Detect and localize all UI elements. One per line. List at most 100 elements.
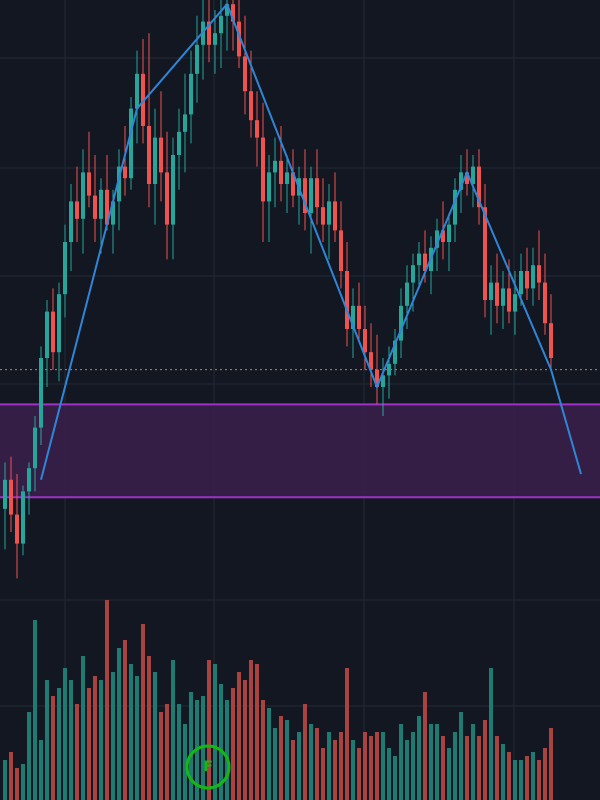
volume-bar [441, 736, 445, 800]
volume-bar [507, 752, 511, 800]
candle-body [519, 271, 523, 295]
volume-bar [183, 724, 187, 800]
volume-bar [219, 684, 223, 800]
volume-bar [93, 676, 97, 800]
candle-body [435, 230, 439, 248]
volume-bar [81, 656, 85, 800]
volume-bar [477, 736, 481, 800]
candle-body [27, 468, 31, 492]
volume-bar [345, 668, 349, 800]
candle-body [111, 201, 115, 225]
candle-body [3, 479, 7, 509]
volume-bar [537, 760, 541, 800]
volume-bar [549, 728, 553, 800]
candle-body [147, 126, 151, 184]
volume-bar [309, 724, 313, 800]
event-marker-circle[interactable] [185, 744, 231, 790]
volume-bar [279, 716, 283, 800]
volume-bar [117, 648, 121, 800]
volume-bar [213, 664, 217, 800]
volume-bar [165, 704, 169, 800]
candle-body [231, 4, 235, 22]
candle-body [105, 189, 109, 225]
volume-bar [69, 680, 73, 800]
zigzag-line [40, 2, 582, 481]
volume-bar [447, 748, 451, 800]
candle-body [423, 253, 427, 271]
candle-body [483, 207, 487, 300]
volume-bar [255, 664, 259, 800]
volume-bar [375, 732, 379, 800]
volume-bar [105, 600, 109, 800]
candle-body [159, 137, 163, 173]
volume-bar [45, 680, 49, 800]
candle-body [381, 375, 385, 387]
volume-bar [237, 672, 241, 800]
candle-body [75, 201, 79, 219]
volume-bar [99, 680, 103, 800]
candle-body [141, 73, 145, 126]
candle-body [177, 131, 181, 155]
candle-body [123, 166, 127, 179]
volume-bar [291, 740, 295, 800]
volume-bar [327, 732, 331, 800]
volume-bar [363, 732, 367, 800]
volume-bar [159, 712, 163, 800]
candle-body [207, 21, 211, 45]
event-marker[interactable]: F [185, 744, 231, 790]
candle-body [351, 305, 355, 329]
volume-bar [525, 756, 529, 800]
candle-body [63, 242, 67, 295]
volume-bar [489, 668, 493, 800]
candle-body [303, 178, 307, 213]
candle-body [393, 340, 397, 364]
volume-bar [501, 744, 505, 800]
volume-bar [471, 724, 475, 800]
candle-body [531, 265, 535, 289]
candle-body [15, 514, 19, 544]
candle-body [279, 160, 283, 184]
support-zone [0, 403, 600, 499]
candle-body [315, 178, 319, 208]
volume-bar [231, 688, 235, 800]
candle-body [237, 21, 241, 57]
candle-body [369, 352, 373, 370]
candle-body [525, 271, 529, 289]
volume-bar [285, 720, 289, 800]
volume-bar [423, 692, 427, 800]
candle-body [345, 271, 349, 329]
candle-body [33, 427, 37, 469]
volume-bar [21, 764, 25, 800]
event-marker-label: F [203, 759, 213, 775]
volume-bar [339, 732, 343, 800]
candle-body [219, 15, 223, 34]
candle-body [117, 166, 121, 202]
volume-bar [33, 620, 37, 800]
volume-bar [435, 724, 439, 800]
candle-body [513, 294, 517, 312]
candle-body [453, 189, 457, 225]
candle-body [87, 172, 91, 196]
candle-body [93, 195, 97, 219]
volume-bar [111, 672, 115, 800]
volume-bar [405, 740, 409, 800]
candle-body [189, 73, 193, 115]
candle-body [309, 178, 313, 213]
candle-body [135, 73, 139, 109]
candle-body [213, 33, 217, 45]
candle-body [333, 201, 337, 231]
candle-body [543, 282, 547, 324]
volume-bar [75, 704, 79, 800]
candle-body [45, 311, 49, 358]
volume-bar [177, 704, 181, 800]
volume-bar [429, 724, 433, 800]
volume-bar [459, 712, 463, 800]
candle-body [171, 155, 175, 225]
volume-bar [63, 668, 67, 800]
volume-bar [453, 732, 457, 800]
candle-body [495, 282, 499, 306]
candle-body [375, 369, 379, 387]
volume-bar [297, 732, 301, 800]
volume-bar [273, 728, 277, 800]
